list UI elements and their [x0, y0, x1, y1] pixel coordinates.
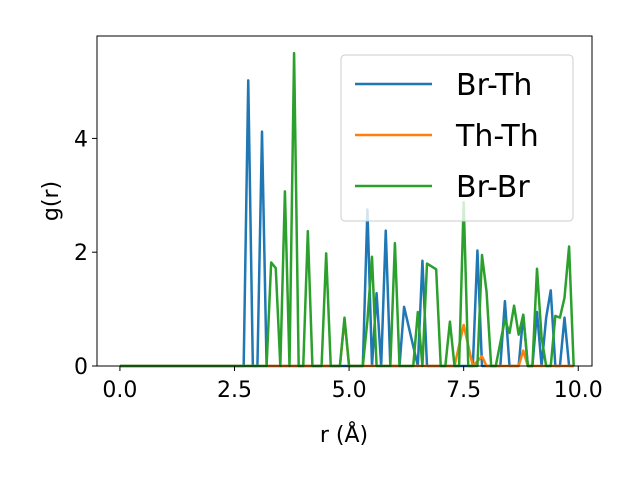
- y-tick-label: 2: [74, 241, 88, 266]
- y-axis-label: g(r): [39, 181, 64, 221]
- y-tick-label: 0: [74, 355, 88, 380]
- legend-label-br-br: Br-Br: [456, 170, 530, 205]
- x-axis: 0.0 2.5 5.0 7.5 10.0: [102, 366, 603, 403]
- legend-label-th-th: Th-Th: [455, 119, 539, 154]
- x-tick-label: 10.0: [554, 378, 603, 403]
- x-axis-label: r (Å): [320, 421, 368, 448]
- y-tick-label: 4: [74, 127, 88, 152]
- x-tick-label: 2.5: [217, 378, 252, 403]
- legend-entries: Br-Th Th-Th Br-Br: [355, 68, 539, 205]
- legend-label-br-th: Br-Th: [456, 68, 532, 103]
- x-tick-label: 7.5: [446, 378, 481, 403]
- series-line-br-br: [119, 51, 575, 368]
- plot-frame: [96, 35, 593, 367]
- legend: Br-Th Th-Th Br-Br: [340, 54, 574, 222]
- x-tick-label: 0.0: [102, 378, 137, 403]
- y-axis: 0 2 4: [74, 127, 97, 380]
- legend-box: [340, 54, 574, 222]
- x-tick-label: 5.0: [332, 378, 367, 403]
